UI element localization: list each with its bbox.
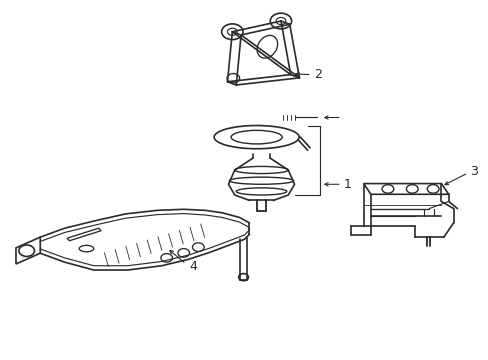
Text: 4: 4 bbox=[189, 260, 197, 273]
Text: 2: 2 bbox=[314, 68, 322, 81]
Text: 3: 3 bbox=[468, 165, 476, 178]
Text: 1: 1 bbox=[343, 178, 350, 191]
